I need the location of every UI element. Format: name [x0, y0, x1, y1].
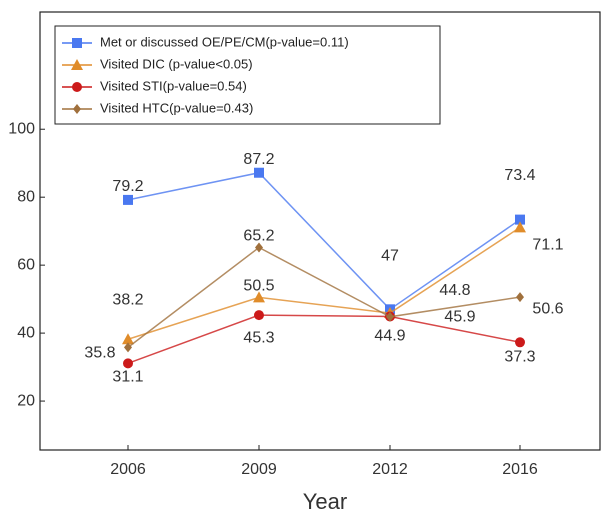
data-label: 65.2 — [243, 228, 274, 245]
marker — [72, 82, 82, 92]
data-label: 50.5 — [243, 278, 274, 295]
data-label: 44.8 — [439, 282, 470, 299]
marker — [123, 358, 133, 369]
data-label: 37.3 — [504, 349, 535, 366]
x-axis-label: Year — [303, 489, 347, 514]
series-line — [127, 171, 521, 311]
legend-label: Visited DIC (p-value<0.05) — [100, 56, 253, 71]
data-label: 79.2 — [112, 178, 143, 195]
x-tick-label: 2012 — [372, 461, 408, 478]
legend: Met or discussed OE/PE/CM(p-value=0.11) V… — [54, 25, 441, 125]
marker — [515, 337, 525, 348]
legend-label: Visited HTC(p-value=0.43) — [100, 100, 253, 115]
marker — [255, 242, 263, 253]
x-tick-label: 2006 — [110, 461, 146, 478]
marker — [254, 310, 264, 321]
data-label: 45.9 — [444, 308, 475, 325]
marker — [386, 311, 394, 322]
marker — [71, 59, 83, 70]
marker — [514, 221, 526, 233]
marker — [254, 167, 264, 178]
marker — [123, 194, 133, 205]
series-line — [127, 226, 521, 340]
series-line — [127, 314, 521, 365]
x-tick-label: 2009 — [241, 461, 277, 478]
marker — [516, 292, 524, 303]
data-label: 35.8 — [84, 345, 115, 362]
data-label: 47 — [381, 248, 399, 265]
data-label: 50.6 — [532, 300, 563, 317]
data-label: 31.1 — [112, 369, 143, 386]
data-label: 73.4 — [504, 167, 535, 184]
marker — [122, 333, 134, 345]
x-tick-label: 2016 — [502, 461, 538, 478]
y-tick-label: 60 — [17, 256, 35, 273]
y-tick-label: 100 — [8, 120, 35, 137]
legend-label: Visited STI(p-value=0.54) — [100, 78, 247, 93]
data-label: 38.2 — [112, 291, 143, 308]
legend-box — [54, 25, 441, 125]
data-label: 71.1 — [532, 237, 563, 254]
marker — [253, 291, 265, 303]
marker — [515, 214, 525, 225]
data-label: 45.3 — [243, 329, 274, 346]
plot-frame — [39, 11, 601, 451]
y-tick-label: 80 — [17, 188, 35, 205]
marker — [73, 104, 81, 114]
series-line — [127, 246, 521, 348]
marker — [124, 342, 132, 353]
marker — [72, 38, 82, 48]
y-tick-label: 20 — [17, 392, 35, 409]
legend-label: Met or discussed OE/PE/CM(p-value=0.11) — [100, 34, 349, 49]
data-label: 87.2 — [243, 151, 274, 168]
data-label: 44.9 — [374, 328, 405, 345]
y-tick-label: 40 — [17, 324, 35, 341]
